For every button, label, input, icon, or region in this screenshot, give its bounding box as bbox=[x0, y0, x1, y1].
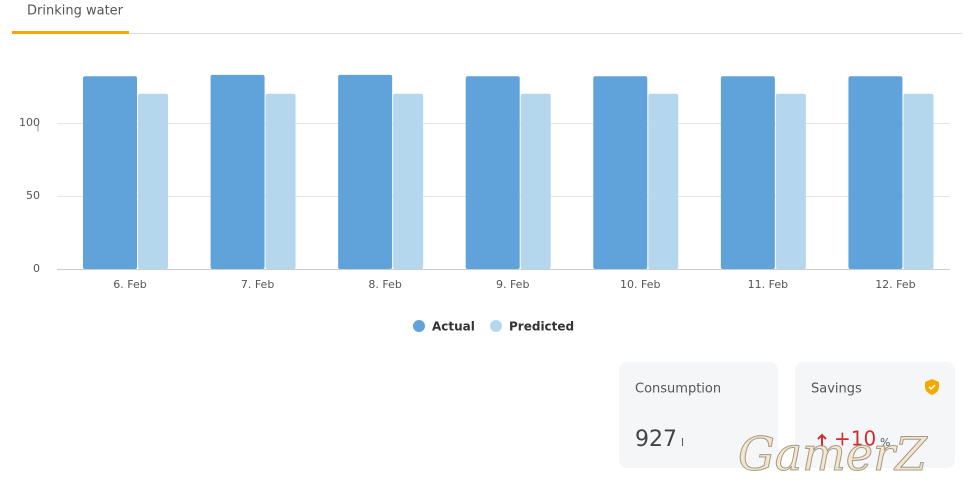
tab-underline bbox=[12, 31, 129, 34]
up-arrow bbox=[817, 433, 827, 447]
y-tick-label: 100 bbox=[19, 116, 40, 129]
x-tick-label: 6. Feb bbox=[113, 278, 146, 291]
check-icon bbox=[928, 384, 936, 391]
card-label: Consumption bbox=[635, 382, 721, 397]
bar bbox=[520, 93, 551, 269]
y-unit: l bbox=[37, 125, 39, 134]
card-value: 927 bbox=[635, 427, 677, 452]
bar bbox=[393, 93, 424, 269]
y-tick-label: 50 bbox=[26, 189, 40, 202]
legend-label[interactable]: Predicted bbox=[509, 320, 574, 334]
x-tick-label: 7. Feb bbox=[241, 278, 274, 291]
card bbox=[795, 362, 955, 468]
y-tick-label: 0 bbox=[33, 262, 40, 275]
legend-label[interactable]: Actual bbox=[432, 320, 475, 334]
x-tick-label: 9. Feb bbox=[496, 278, 529, 291]
bar bbox=[265, 93, 296, 269]
card-unit: l bbox=[681, 436, 684, 449]
bar bbox=[648, 93, 679, 269]
x-tick-label: 8. Feb bbox=[368, 278, 401, 291]
bar bbox=[720, 76, 775, 269]
bar bbox=[775, 93, 806, 269]
bar bbox=[593, 76, 648, 269]
bar bbox=[210, 74, 265, 269]
card bbox=[619, 362, 778, 468]
bar bbox=[848, 76, 903, 269]
bar bbox=[83, 76, 137, 269]
legend-swatch bbox=[490, 320, 502, 332]
x-tick-label: 12. Feb bbox=[875, 278, 915, 291]
card-value: +10 bbox=[834, 427, 876, 451]
watermark: GamerZ bbox=[738, 427, 928, 481]
card-label: Savings bbox=[811, 382, 862, 397]
x-tick-label: 11. Feb bbox=[748, 278, 788, 291]
card-unit: % bbox=[880, 436, 890, 449]
x-tick-label: 10. Feb bbox=[620, 278, 660, 291]
tab-label[interactable]: Drinking water bbox=[27, 4, 124, 19]
bar bbox=[465, 76, 520, 269]
bar bbox=[138, 93, 168, 269]
legend-swatch bbox=[413, 320, 425, 332]
bar bbox=[338, 74, 393, 269]
bar bbox=[903, 93, 934, 269]
